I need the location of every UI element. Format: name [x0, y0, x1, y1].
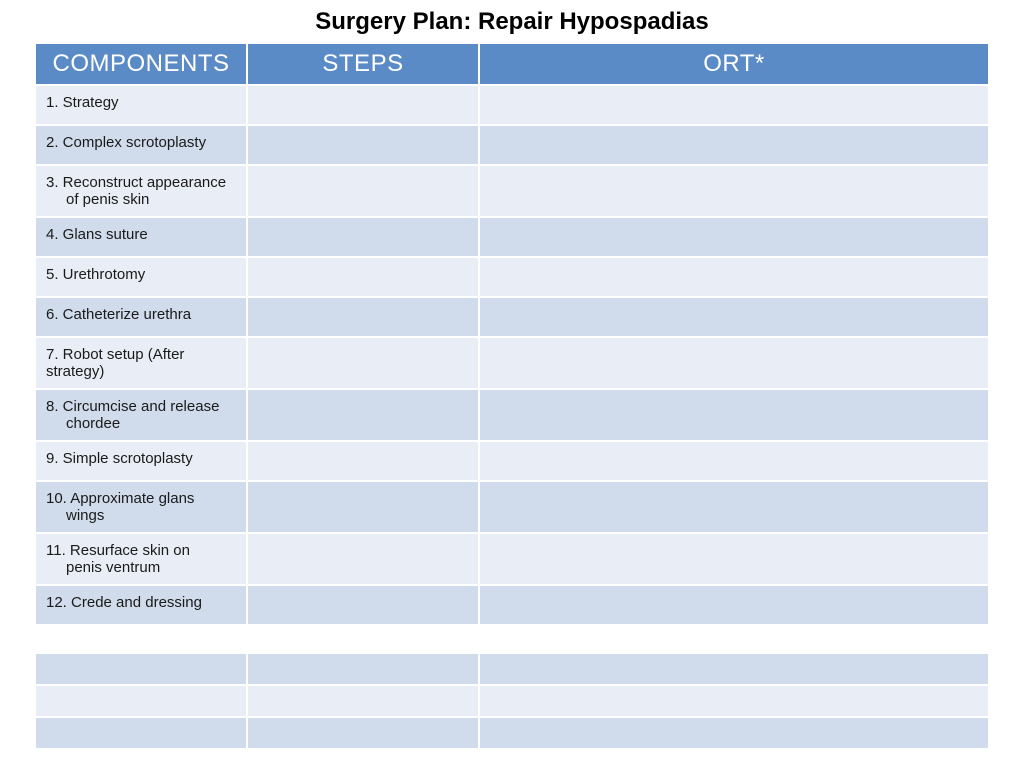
table-row — [36, 654, 988, 684]
cell-steps — [248, 298, 478, 336]
cell-ort — [480, 218, 988, 256]
table-row: 6. Catheterize urethra — [36, 298, 988, 336]
main-table-wrap: COMPONENTS STEPS ORT* 1. Strategy2. Comp… — [0, 42, 1024, 750]
secondary-table — [34, 652, 990, 750]
empty-cell — [248, 654, 478, 684]
table-row: 8. Circumcise and releasechordee — [36, 390, 988, 440]
table-row: 11. Resurface skin onpenis ventrum — [36, 534, 988, 584]
empty-cell — [248, 718, 478, 748]
table-row: 2. Complex scrotoplasty — [36, 126, 988, 164]
table-row — [36, 718, 988, 748]
cell-components: 12. Crede and dressing — [36, 586, 246, 624]
cell-components: 11. Resurface skin onpenis ventrum — [36, 534, 246, 584]
cell-steps — [248, 218, 478, 256]
cell-ort — [480, 258, 988, 296]
cell-steps — [248, 586, 478, 624]
cell-steps — [248, 482, 478, 532]
cell-ort — [480, 166, 988, 216]
table-row: 10. Approximate glanswings — [36, 482, 988, 532]
cell-steps — [248, 338, 478, 388]
cell-components: 2. Complex scrotoplasty — [36, 126, 246, 164]
cell-components: 10. Approximate glanswings — [36, 482, 246, 532]
cell-steps — [248, 390, 478, 440]
col-header-ort: ORT* — [480, 44, 988, 84]
cell-ort — [480, 86, 988, 124]
empty-cell — [36, 686, 246, 716]
table-row: 12. Crede and dressing — [36, 586, 988, 624]
cell-steps — [248, 442, 478, 480]
cell-components: 3. Reconstruct appearanceof penis skin — [36, 166, 246, 216]
cell-components: 5. Urethrotomy — [36, 258, 246, 296]
table-row: 4. Glans suture — [36, 218, 988, 256]
cell-ort — [480, 482, 988, 532]
table-row — [36, 686, 988, 716]
col-header-components: COMPONENTS — [36, 44, 246, 84]
cell-steps — [248, 126, 478, 164]
cell-ort — [480, 390, 988, 440]
empty-cell — [248, 686, 478, 716]
empty-cell — [480, 718, 988, 748]
table-row: 5. Urethrotomy — [36, 258, 988, 296]
empty-cell — [480, 686, 988, 716]
cell-ort — [480, 442, 988, 480]
cell-ort — [480, 534, 988, 584]
col-header-steps: STEPS — [248, 44, 478, 84]
cell-ort — [480, 338, 988, 388]
cell-components: 4. Glans suture — [36, 218, 246, 256]
cell-components: 6. Catheterize urethra — [36, 298, 246, 336]
cell-components: 8. Circumcise and releasechordee — [36, 390, 246, 440]
page-title: Surgery Plan: Repair Hypospadias — [0, 0, 1024, 42]
table-row: 9. Simple scrotoplasty — [36, 442, 988, 480]
cell-steps — [248, 86, 478, 124]
cell-components: 1. Strategy — [36, 86, 246, 124]
table-row: 7. Robot setup (Afterstrategy) — [36, 338, 988, 388]
cell-ort — [480, 126, 988, 164]
cell-ort — [480, 586, 988, 624]
empty-cell — [36, 718, 246, 748]
cell-components: 9. Simple scrotoplasty — [36, 442, 246, 480]
cell-steps — [248, 166, 478, 216]
cell-ort — [480, 298, 988, 336]
cell-steps — [248, 534, 478, 584]
cell-steps — [248, 258, 478, 296]
table-row: 3. Reconstruct appearanceof penis skin — [36, 166, 988, 216]
table-header-row: COMPONENTS STEPS ORT* — [36, 44, 988, 84]
surgery-plan-table: COMPONENTS STEPS ORT* 1. Strategy2. Comp… — [34, 42, 990, 626]
cell-components: 7. Robot setup (Afterstrategy) — [36, 338, 246, 388]
table-row: 1. Strategy — [36, 86, 988, 124]
empty-cell — [480, 654, 988, 684]
empty-cell — [36, 654, 246, 684]
